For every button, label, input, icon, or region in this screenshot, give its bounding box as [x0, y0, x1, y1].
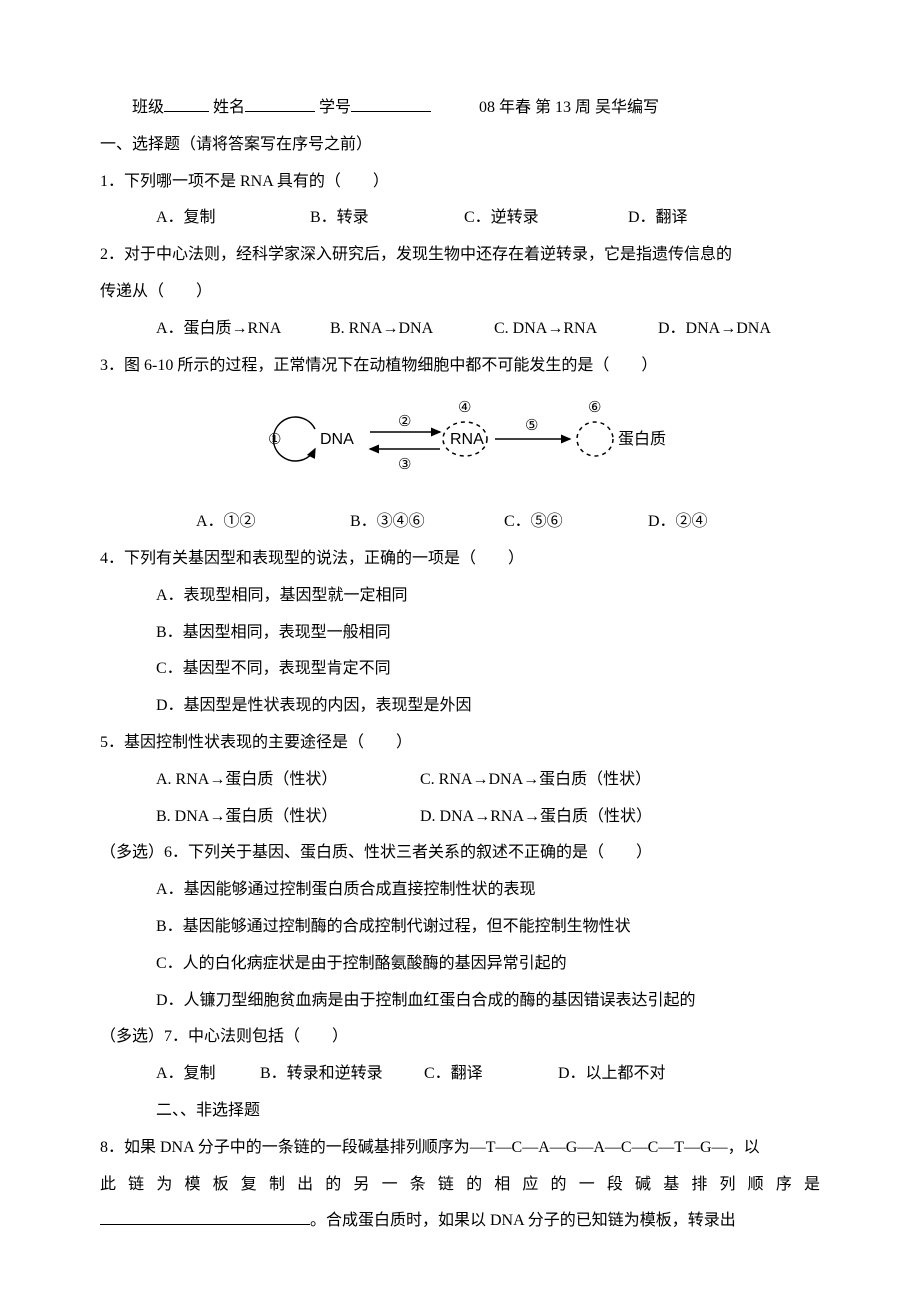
q3-options: A．①② B．③④⑥ C．⑤⑥ D．②④	[100, 504, 820, 541]
q4-opt-b[interactable]: B．基因型相同，表现型一般相同	[100, 615, 820, 652]
q1-opt-a[interactable]: A．复制	[156, 200, 306, 237]
diagram-n2: ②	[398, 414, 411, 430]
name-label: 姓名	[213, 99, 245, 116]
q1-opt-d[interactable]: D．翻译	[628, 200, 778, 237]
diagram-protein: 蛋白质	[618, 430, 666, 448]
q3-stem: 3．图 6-10 所示的过程，正常情况下在动植物细胞中都不可能发生的是（ ）	[100, 348, 820, 385]
q5-row1: A. RNA→蛋白质（性状） C. RNA→DNA→蛋白质（性状）	[100, 762, 820, 799]
q2-stem1: 2．对于中心法则，经科学家深入研究后，发现生物中还存在着逆转录，它是指遗传信息的	[100, 237, 820, 274]
q5-opt-a[interactable]: A. RNA→蛋白质（性状）	[156, 762, 416, 799]
q3-opt-a[interactable]: A．①②	[196, 504, 346, 541]
header-meta: 08 年春 第 13 周 吴华编写	[479, 99, 659, 116]
q3-opt-c[interactable]: C．⑤⑥	[504, 504, 644, 541]
diagram-n4: ④	[458, 400, 471, 416]
diagram-rna: RNA	[450, 431, 484, 448]
q6-opt-b[interactable]: B．基因能够通过控制酶的合成控制代谢过程，但不能控制生物性状	[100, 909, 820, 946]
q5-opt-c[interactable]: C. RNA→DNA→蛋白质（性状）	[420, 762, 651, 799]
q8-line1: 8．如果 DNA 分子中的一条链的一段碱基排列顺序为—T—C—A—G—A—C—C…	[100, 1130, 820, 1167]
q5-stem: 5．基因控制性状表现的主要途径是（ ）	[100, 725, 820, 762]
q6-opt-d[interactable]: D．人镰刀型细胞贫血病是由于控制血红蛋白合成的酶的基因错误表达引起的	[100, 983, 820, 1020]
name-blank[interactable]	[245, 95, 315, 112]
diagram-n6: ⑥	[588, 400, 601, 416]
diagram-dna: DNA	[320, 431, 354, 448]
q5-opt-b[interactable]: B. DNA→蛋白质（性状）	[156, 799, 416, 836]
q6-opt-c[interactable]: C．人的白化病症状是由于控制酪氨酸酶的基因异常引起的	[100, 946, 820, 983]
q2-stem2: 传递从（ ）	[100, 274, 820, 311]
q7-opt-c[interactable]: C．翻译	[424, 1056, 554, 1093]
q1-stem: 1．下列哪一项不是 RNA 具有的（ ）	[100, 164, 820, 201]
class-blank[interactable]	[164, 95, 209, 112]
q2-options: A．蛋白质→RNA B. RNA→DNA C. DNA→RNA D．DNA→DN…	[100, 311, 820, 348]
q4-stem: 4．下列有关基因型和表现型的说法，正确的一项是（ ）	[100, 541, 820, 578]
q7-stem: （多选）7．中心法则包括（ ）	[100, 1019, 820, 1056]
q3-opt-d[interactable]: D．②④	[648, 504, 708, 541]
q6-opt-a[interactable]: A．基因能够通过控制蛋白质合成直接控制性状的表现	[100, 872, 820, 909]
id-label: 学号	[319, 99, 351, 116]
header-line: 班级 姓名 学号 08 年春 第 13 周 吴华编写	[100, 90, 820, 127]
q7-opt-d[interactable]: D．以上都不对	[558, 1056, 666, 1093]
class-label: 班级	[132, 99, 164, 116]
q2-opt-d[interactable]: D．DNA→DNA	[658, 311, 771, 348]
q8-line2: 此链为模板复制出的另一条链的相应的一段碱基排列顺序是	[100, 1167, 820, 1204]
q1-opt-c[interactable]: C．逆转录	[464, 200, 624, 237]
section2-title: 二、、非选择题	[100, 1093, 820, 1130]
q2-opt-c[interactable]: C. DNA→RNA	[494, 311, 654, 348]
id-blank[interactable]	[351, 95, 431, 112]
q4-opt-a[interactable]: A．表现型相同，基因型就一定相同	[100, 578, 820, 615]
q2-opt-b[interactable]: B. RNA→DNA	[330, 311, 490, 348]
q5-row2: B. DNA→蛋白质（性状） D. DNA→RNA→蛋白质（性状）	[100, 799, 820, 836]
q7-opt-b[interactable]: B．转录和逆转录	[260, 1056, 420, 1093]
diagram-n1: ①	[268, 432, 281, 448]
diagram-n3: ③	[398, 457, 411, 473]
q6-stem: （多选）6．下列关于基因、蛋白质、性状三者关系的叙述不正确的是（ ）	[100, 835, 820, 872]
diagram-n5: ⑤	[525, 418, 538, 434]
q7-opt-a[interactable]: A．复制	[156, 1056, 256, 1093]
q8-blank[interactable]	[100, 1208, 310, 1225]
q4-opt-c[interactable]: C．基因型不同，表现型肯定不同	[100, 651, 820, 688]
q3-opt-b[interactable]: B．③④⑥	[350, 504, 500, 541]
q5-opt-d[interactable]: D. DNA→RNA→蛋白质（性状）	[420, 799, 652, 836]
q8-line3-tail: 。合成蛋白质时，如果以 DNA 分子的已知链为模板，转录出	[310, 1212, 736, 1229]
q1-opt-b[interactable]: B．转录	[310, 200, 460, 237]
q2-opt-a[interactable]: A．蛋白质→RNA	[156, 311, 326, 348]
q8-line3: 。合成蛋白质时，如果以 DNA 分子的已知链为模板，转录出	[100, 1203, 820, 1240]
section1-title: 一、选择题（请将答案写在序号之前）	[100, 127, 820, 164]
q4-opt-d[interactable]: D．基因型是性状表现的内因，表现型是外因	[100, 688, 820, 725]
q1-options: A．复制 B．转录 C．逆转录 D．翻译	[100, 200, 820, 237]
central-dogma-diagram: ① DNA ② ③ ④ RNA ⑤ ⑥ 蛋白质	[100, 394, 820, 499]
q7-options: A．复制 B．转录和逆转录 C．翻译 D．以上都不对	[100, 1056, 820, 1093]
